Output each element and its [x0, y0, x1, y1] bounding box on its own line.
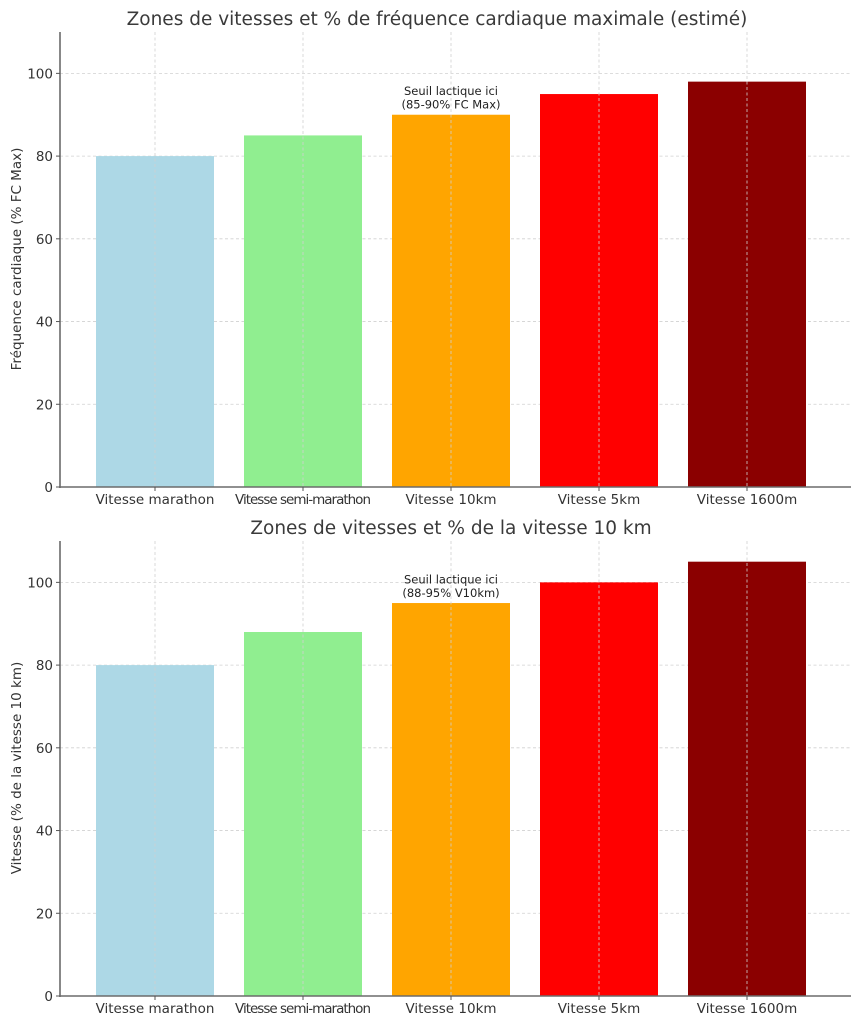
- y-axis-label: Vitesse (% de la vitesse 10 km): [9, 662, 25, 875]
- annotation: Seuil lactique ici(88-95% V10km): [402, 573, 499, 601]
- chart-heart-rate: Zones de vitesses et % de fréquence card…: [9, 9, 851, 508]
- chart-speed: Zones de vitesses et % de la vitesse 10 …: [9, 518, 851, 1017]
- y-tick-label: 100: [27, 575, 53, 591]
- x-tick-label: Vitesse 10km: [405, 492, 496, 508]
- annotation-text: Seuil lactique ici: [404, 84, 498, 98]
- y-tick-label: 0: [44, 480, 53, 496]
- x-tick-label: Vitesse 5km: [558, 1001, 641, 1017]
- y-tick-label: 60: [36, 741, 53, 757]
- annotation-text: (88-95% V10km): [402, 586, 499, 600]
- y-tick-label: 20: [36, 906, 53, 922]
- y-tick-label: 100: [27, 66, 53, 82]
- x-tick-label: Vitesse 10km: [405, 1001, 496, 1017]
- bar-vitesse-marathon: [96, 156, 214, 487]
- x-ticks: Vitesse marathon Vitesse semi-marathon Vit…: [96, 996, 797, 1017]
- y-ticks: 0 20 40 60 80 100: [27, 66, 60, 496]
- annotation: Seuil lactique ici(85-90% FC Max): [401, 84, 500, 112]
- x-tick-label: Vitesse 1600m: [697, 492, 797, 508]
- y-axis-label: Fréquence cardiaque (% FC Max): [9, 148, 25, 371]
- y-tick-label: 80: [36, 658, 53, 674]
- axes: [59, 541, 851, 997]
- annotation-text: Seuil lactique ici: [404, 573, 498, 587]
- chart-title: Zones de vitesses et % de fréquence card…: [127, 9, 748, 30]
- y-tick-label: 20: [36, 397, 53, 413]
- bar-vitesse-semi-marathon: [244, 632, 362, 996]
- y-tick-label: 40: [36, 824, 53, 840]
- x-tick-label: Vitesse semi-marathon: [235, 1001, 371, 1017]
- x-tick-label: Vitesse semi-marathon: [235, 492, 371, 508]
- y-tick-label: 80: [36, 149, 53, 165]
- y-ticks: 0 20 40 60 80 100: [27, 575, 60, 1005]
- axes: [59, 32, 851, 488]
- x-tick-label: Vitesse 5km: [558, 492, 641, 508]
- x-tick-label: Vitesse marathon: [96, 492, 215, 508]
- bars: [96, 561, 806, 996]
- x-ticks: Vitesse marathon Vitesse semi-marathon Vit…: [96, 487, 797, 508]
- annotation-text: (85-90% FC Max): [401, 98, 500, 112]
- y-tick-label: 0: [44, 989, 53, 1005]
- y-tick-label: 60: [36, 232, 53, 248]
- y-tick-label: 40: [36, 315, 53, 331]
- x-tick-label: Vitesse marathon: [96, 1001, 215, 1017]
- bar-vitesse-marathon: [96, 665, 214, 996]
- x-tick-label: Vitesse 1600m: [697, 1001, 797, 1017]
- chart-title: Zones de vitesses et % de la vitesse 10 …: [250, 518, 651, 539]
